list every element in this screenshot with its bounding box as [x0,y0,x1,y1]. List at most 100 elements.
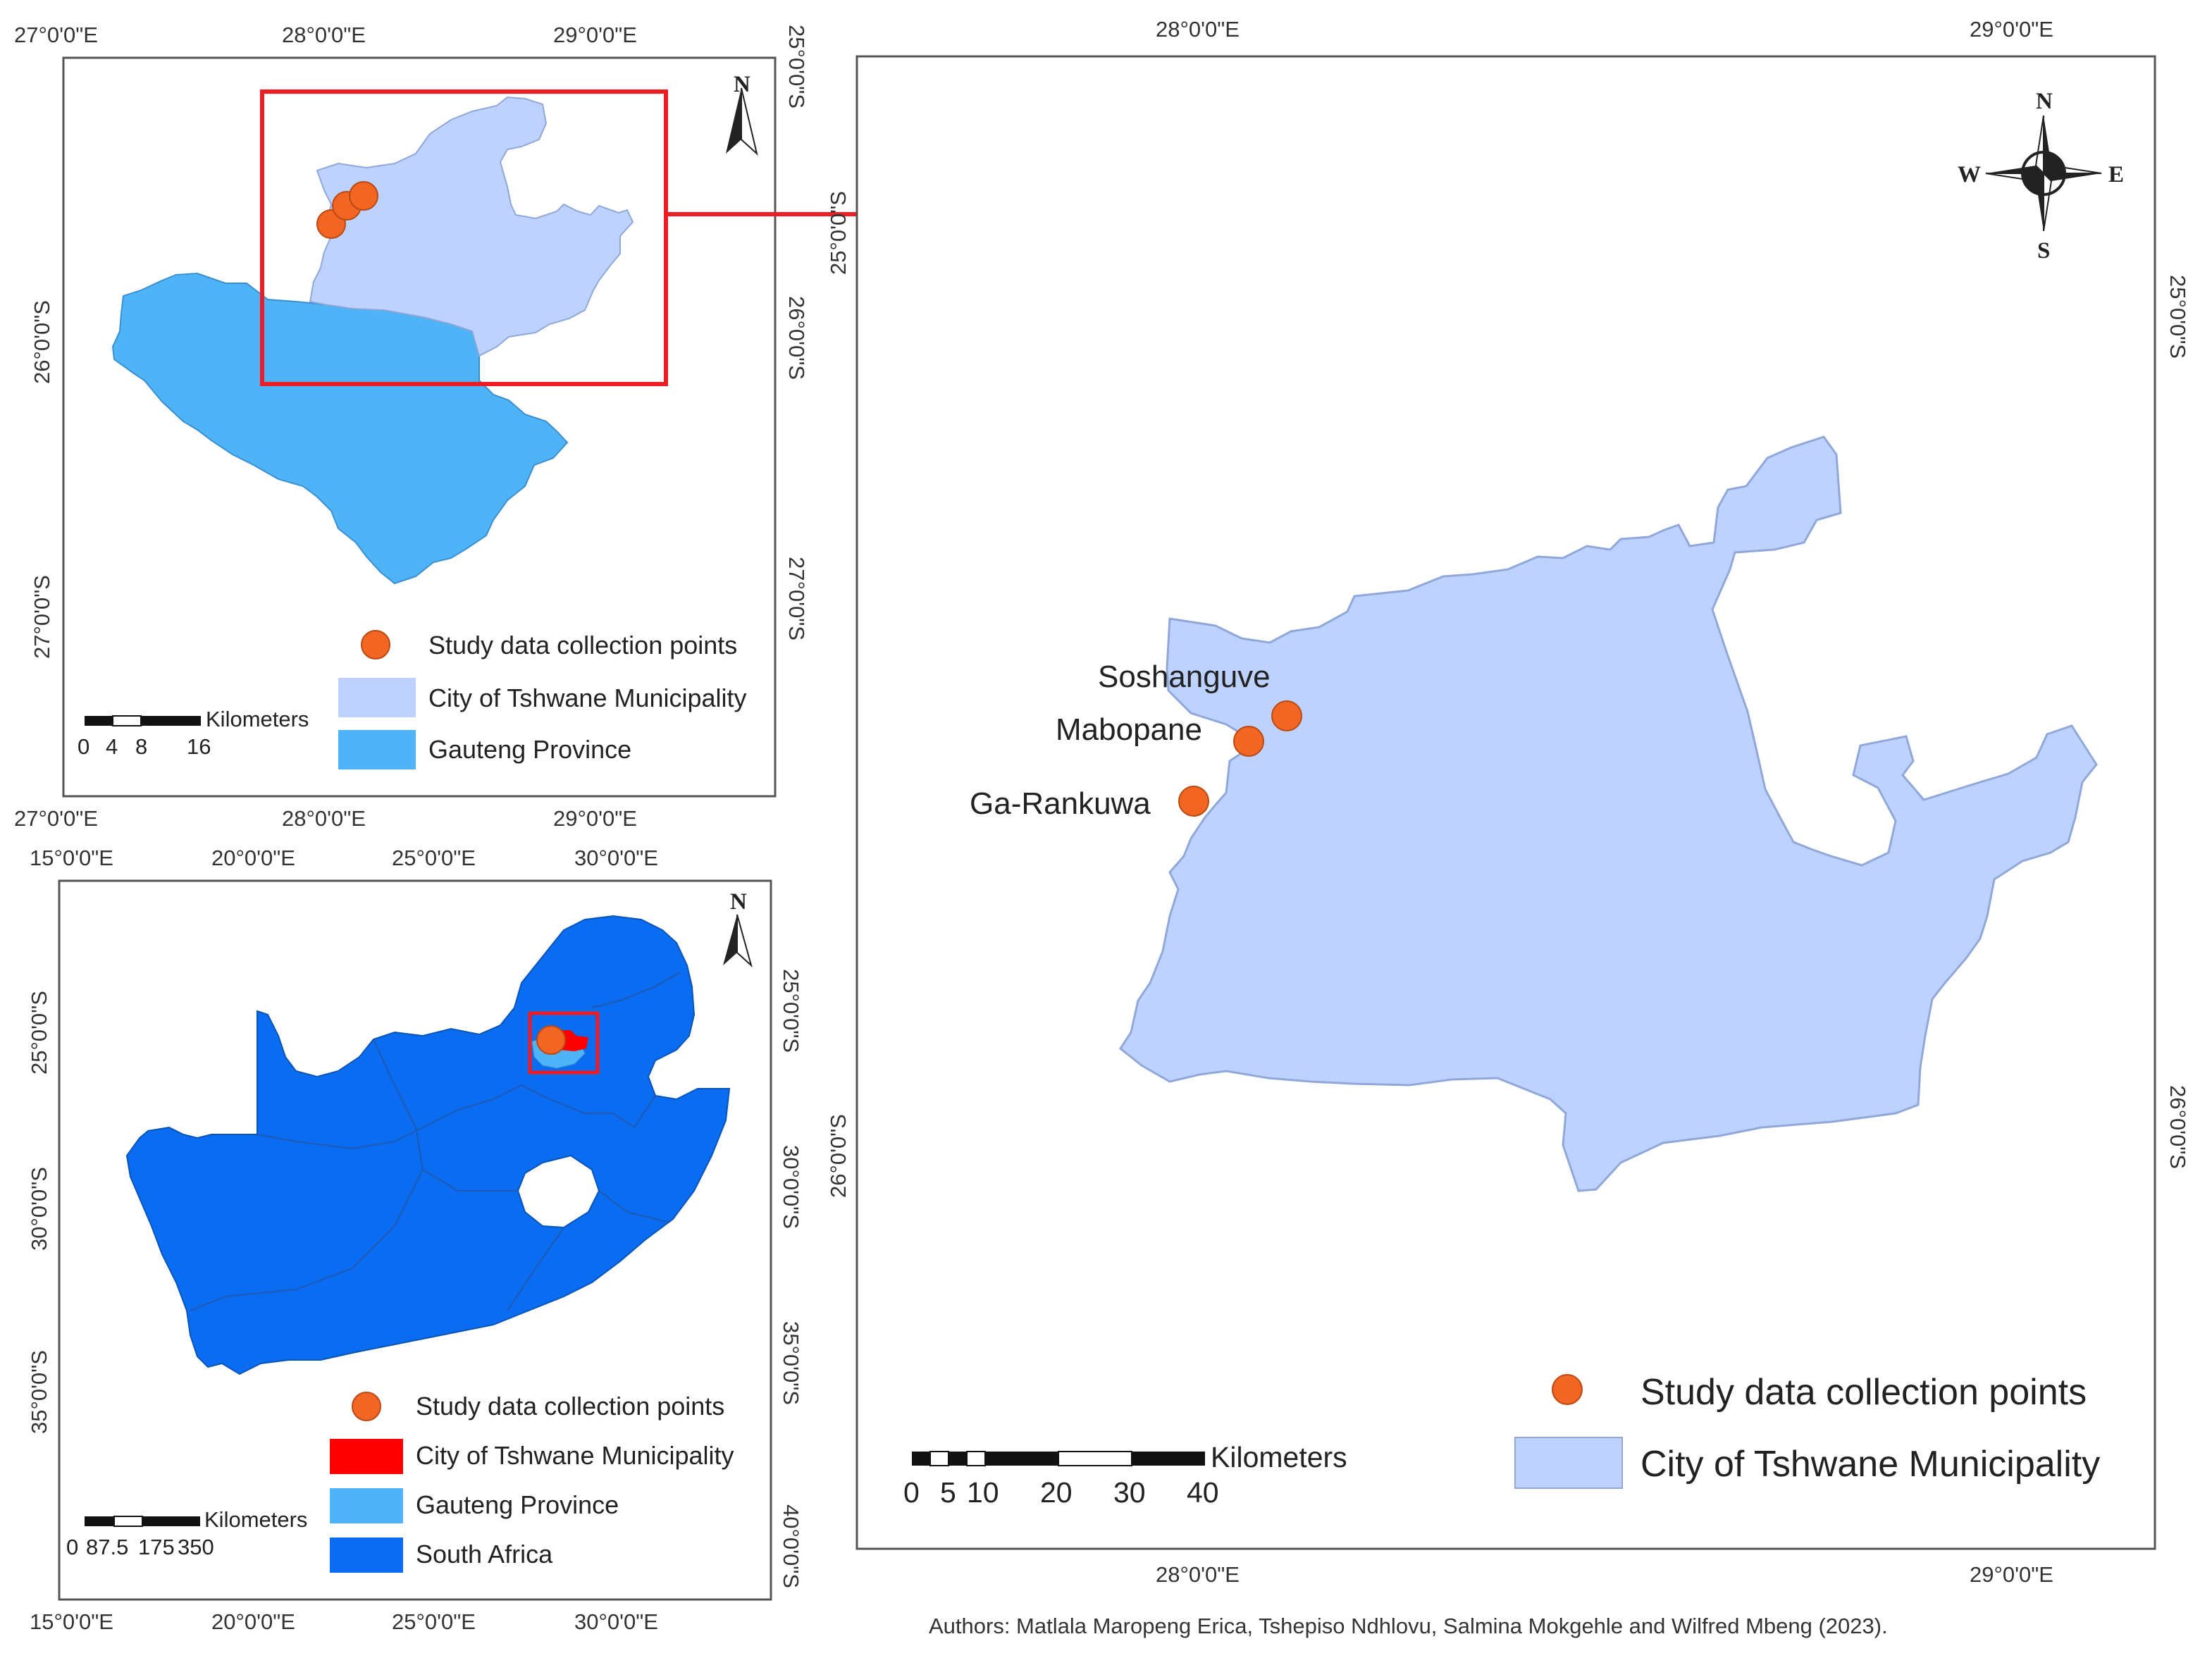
compass-south-label: S [2037,238,2050,264]
main-map-scale-bar: Kilometers 0 5 10 20 30 40 [903,1441,1347,1509]
gauteng-inset-lat-label: 27°0'0"S [784,557,809,641]
tshwane-main-map: Soshanguve Mabopane Ga-Rankuwa N S E W 2… [826,17,2190,1587]
scale-bar-tick: 30 [1113,1476,1146,1509]
compass-west-label: W [1958,162,1981,187]
south-africa-shape [125,915,731,1375]
south-africa-inset-north-label: N [730,889,747,915]
legend-label: City of Tshwane Municipality [1641,1444,2100,1485]
legend-south-africa-swatch [330,1538,403,1573]
scale-bar-tick: 10 [967,1476,999,1509]
south-africa-inset-lat-label: 40°0'0"S [779,1504,803,1588]
gauteng-inset-lat-label: 25°0'0"S [784,25,809,109]
main-map-lon-label: 29°0'0"E [1970,17,2053,42]
south-africa-inset-lat-label: 35°0'0"S [27,1350,51,1434]
main-map-legend: Study data collection points City of Tsh… [1514,1372,2100,1489]
legend-point-symbol [1552,1374,1583,1405]
legend-point-symbol [361,630,390,660]
south-africa-inset-north-arrow-icon: N [723,889,753,968]
tshwane-municipality-shape [1118,435,2098,1192]
main-map-point-ga-rankuwa [1178,786,1209,817]
south-africa-inset-lat-label: 30°0'0"S [27,1167,51,1251]
gauteng-inset-lon-label: 29°0'0"E [553,806,637,831]
scale-bar-tick: 20 [1040,1476,1073,1509]
scale-bar-tick: 8 [135,734,147,759]
gauteng-inset-tshwane-shape [309,96,634,357]
gauteng-inset-north-arrow-icon: N [726,72,758,156]
gauteng-inset-lon-label: 28°0'0"E [282,23,366,47]
compass-rose-icon: N S E W [1958,89,2124,264]
legend-label: Study data collection points [416,1392,724,1421]
place-label-mabopane: Mabopane [1056,712,1202,747]
legend-gauteng-swatch [338,730,416,769]
legend-tshwane-swatch [338,678,416,717]
scale-bar-unit: Kilometers [206,707,309,731]
south-africa-inset-extent-box [528,1011,600,1075]
south-africa-inset: N 15°0'0"E 20°0'0"E 25°0'0"E 30°0'0"E 15… [27,846,803,1634]
south-africa-inset-lon-label: 25°0'0"E [392,846,476,870]
south-africa-inset-lon-label: 15°0'0"E [30,1609,113,1634]
legend-label: Study data collection points [1641,1372,2087,1413]
scale-bar-unit: Kilometers [204,1507,307,1532]
scale-bar-tick: 0 [66,1535,78,1559]
scale-bar-tick: 0 [903,1476,920,1509]
scale-bar-tick: 5 [940,1476,956,1509]
legend-gauteng-swatch [330,1488,403,1523]
scale-bar-tick: 350 [178,1535,214,1559]
south-africa-inset-lat-label: 35°0'0"S [779,1321,803,1405]
south-africa-inset-lon-label: 20°0'0"E [211,1609,295,1634]
main-map-point-mabopane [1233,726,1264,757]
gauteng-inset-legend: Study data collection points City of Tsh… [338,630,747,769]
main-map-lon-label: 28°0'0"E [1156,1562,1240,1587]
south-africa-inset-lon-label: 30°0'0"E [574,1609,658,1634]
gauteng-inset-lon-label: 27°0'0"E [14,806,98,831]
main-map-lon-label: 29°0'0"E [1970,1562,2053,1587]
place-label-soshanguve: Soshanguve [1098,660,1271,694]
scale-bar-tick: 4 [106,734,118,759]
south-africa-inset-scale-bar: Kilometers 0 87.5 175 350 [66,1507,307,1559]
province-borders [190,972,681,1311]
gauteng-inset-scale-bar: Kilometers 0 4 8 16 [78,707,309,759]
gauteng-inset-extent-box [260,89,668,386]
gauteng-inset-lon-label: 27°0'0"E [14,23,98,47]
scale-bar-tick: 0 [78,734,89,759]
main-map-lat-label: 25°0'0"S [826,191,851,275]
south-africa-inset-lon-label: 30°0'0"E [574,846,658,870]
legend-label: City of Tshwane Municipality [428,683,747,712]
main-map-lat-label: 26°0'0"S [2165,1085,2190,1169]
place-label-ga-rankuwa: Ga-Rankuwa [970,786,1151,821]
main-map-lat-label: 26°0'0"S [826,1114,851,1198]
south-africa-inset-legend: Study data collection points City of Tsh… [330,1392,734,1573]
gauteng-inset-lat-label: 26°0'0"S [784,296,809,380]
scale-bar-tick: 87.5 [86,1535,128,1559]
gauteng-inset-point [349,181,378,211]
scale-bar-tick: 175 [138,1535,175,1559]
south-africa-inset-lat-label: 25°0'0"S [27,991,51,1075]
legend-point-symbol [352,1392,381,1421]
gauteng-inset-lon-label: 28°0'0"E [282,806,366,831]
main-map-lat-label: 25°0'0"S [2165,275,2190,359]
main-map-point-soshanguve [1271,700,1302,731]
south-africa-inset-lon-label: 20°0'0"E [211,846,295,870]
scale-bar-tick: 40 [1187,1476,1219,1509]
south-africa-inset-point [536,1025,566,1055]
legend-tshwane-swatch [330,1439,403,1474]
legend-label: Gauteng Province [428,735,631,764]
south-africa-inset-lon-label: 15°0'0"E [30,846,113,870]
main-map-lon-label: 28°0'0"E [1156,17,1240,42]
gauteng-inset-lat-label: 26°0'0"S [30,300,54,384]
gauteng-inset-north-label: N [734,72,750,97]
legend-label: South Africa [416,1540,553,1569]
compass-north-label: N [2036,89,2053,114]
legend-tshwane-swatch [1514,1437,1623,1489]
south-africa-inset-lat-label: 30°0'0"S [779,1145,803,1229]
gauteng-inset: N 27°0'0"E 28°0'0"E 29°0'0"E 27°0'0"E 28… [14,23,809,831]
gauteng-inset-lon-label: 29°0'0"E [553,23,637,47]
compass-east-label: E [2108,162,2124,187]
south-africa-inset-lat-label: 25°0'0"S [779,969,803,1053]
gauteng-inset-lat-label: 27°0'0"S [30,575,54,659]
legend-label: City of Tshwane Municipality [416,1441,734,1470]
legend-label: Gauteng Province [416,1490,619,1519]
scale-bar-tick: 16 [187,734,211,759]
south-africa-inset-lon-label: 25°0'0"E [392,1609,476,1634]
